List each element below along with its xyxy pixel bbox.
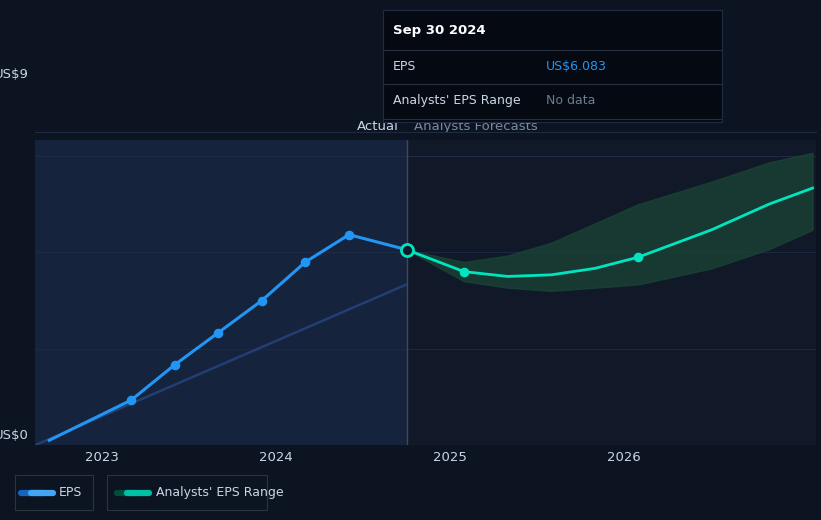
Point bbox=[342, 230, 355, 239]
Text: Sep 30 2024: Sep 30 2024 bbox=[392, 24, 485, 37]
Text: US$0: US$0 bbox=[0, 430, 29, 442]
Text: EPS: EPS bbox=[392, 60, 416, 73]
Point bbox=[125, 396, 138, 404]
Point bbox=[255, 296, 268, 305]
Point bbox=[400, 245, 413, 254]
Point bbox=[168, 361, 181, 369]
Text: Actual: Actual bbox=[357, 120, 399, 133]
Text: Analysts Forecasts: Analysts Forecasts bbox=[415, 120, 538, 133]
Point bbox=[457, 267, 470, 276]
Point bbox=[212, 329, 225, 337]
Text: Analysts' EPS Range: Analysts' EPS Range bbox=[392, 95, 521, 108]
Text: Analysts' EPS Range: Analysts' EPS Range bbox=[156, 486, 283, 499]
Text: US$6.083: US$6.083 bbox=[546, 60, 607, 73]
FancyBboxPatch shape bbox=[15, 475, 93, 510]
Point bbox=[299, 258, 312, 266]
Point bbox=[631, 253, 644, 262]
FancyBboxPatch shape bbox=[107, 475, 267, 510]
Text: No data: No data bbox=[546, 95, 595, 108]
Text: EPS: EPS bbox=[59, 486, 82, 499]
Text: US$9: US$9 bbox=[0, 68, 29, 81]
Bar bbox=[35, 140, 406, 445]
